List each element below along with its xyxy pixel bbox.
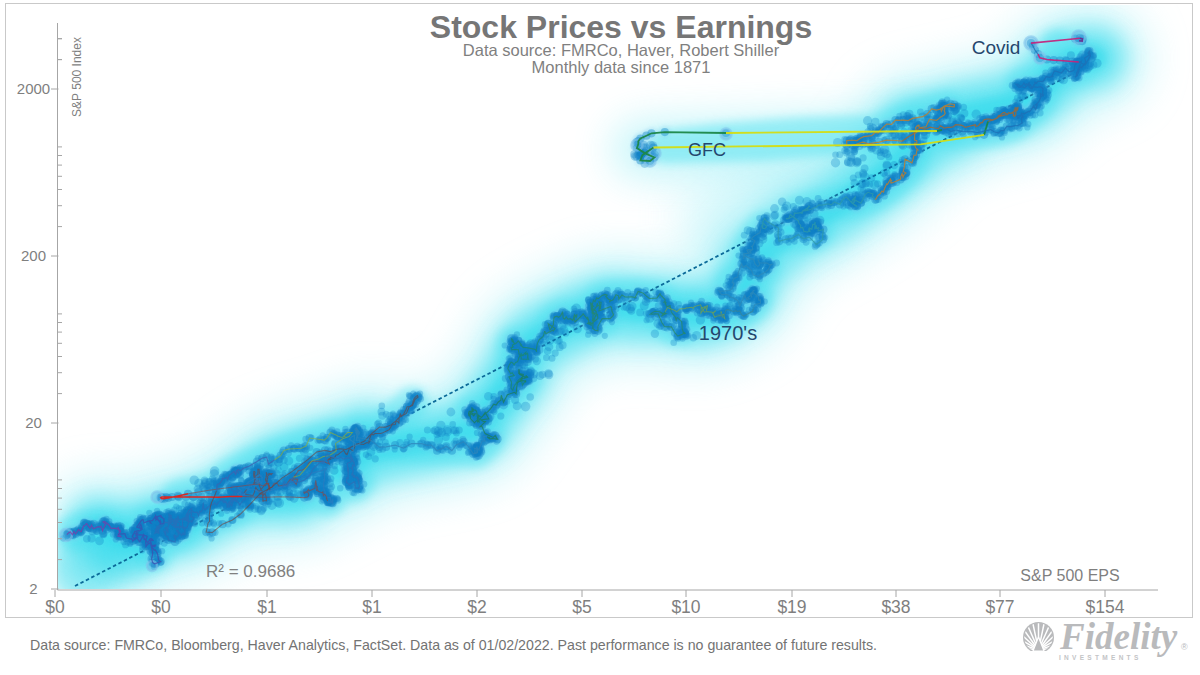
- svg-text:$38: $38: [881, 597, 910, 617]
- svg-text:20: 20: [25, 414, 42, 431]
- svg-text:1970's: 1970's: [699, 322, 757, 344]
- svg-text:S&P 500 EPS: S&P 500 EPS: [1020, 567, 1119, 584]
- svg-text:$0: $0: [45, 597, 65, 617]
- svg-text:$154: $154: [1086, 597, 1125, 617]
- svg-text:$1: $1: [362, 597, 381, 617]
- svg-text:®: ®: [1181, 642, 1188, 652]
- svg-text:Stock Prices vs Earnings: Stock Prices vs Earnings: [430, 9, 812, 45]
- svg-text:$10: $10: [671, 597, 700, 617]
- svg-text:Data source: FMRCo, Bloomberg,: Data source: FMRCo, Bloomberg, Haver Ana…: [30, 637, 877, 653]
- svg-text:2: 2: [29, 580, 37, 597]
- svg-text:200: 200: [21, 247, 46, 264]
- svg-text:Fidelity: Fidelity: [1059, 616, 1178, 657]
- svg-text:$77: $77: [985, 597, 1014, 617]
- svg-text:INVESTMENTS: INVESTMENTS: [1059, 654, 1142, 661]
- svg-text:$1: $1: [257, 597, 276, 617]
- svg-text:R² = 0.9686: R² = 0.9686: [206, 562, 295, 581]
- svg-text:$5: $5: [572, 597, 591, 617]
- svg-text:$0: $0: [151, 597, 171, 617]
- svg-text:Covid: Covid: [972, 37, 1021, 58]
- svg-text:2000: 2000: [17, 80, 50, 97]
- svg-text:Monthly data since 1871: Monthly data since 1871: [532, 58, 711, 76]
- svg-text:S&P 500 Index: S&P 500 Index: [70, 37, 84, 117]
- svg-text:$19: $19: [777, 597, 806, 617]
- svg-text:$2: $2: [467, 597, 486, 617]
- svg-text:GFC: GFC: [688, 140, 726, 160]
- svg-text:Data source: FMRCo, Haver, Rob: Data source: FMRCo, Haver, Robert Shille…: [463, 41, 780, 59]
